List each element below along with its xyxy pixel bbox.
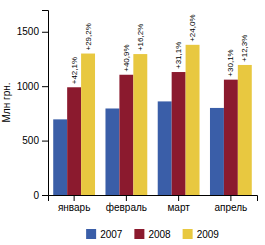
bar xyxy=(210,108,224,195)
y-tick: 500 xyxy=(22,135,48,146)
bar xyxy=(158,101,172,195)
annotations: +42,1% +40,9% +31,1% +30,1% +29,2% +16,2% +24,… xyxy=(70,14,250,84)
bars xyxy=(53,45,252,195)
bar xyxy=(105,108,119,195)
y-tick-mark xyxy=(42,141,48,142)
bar-series xyxy=(81,45,252,195)
legend-label: 2008 xyxy=(148,229,171,240)
bar xyxy=(224,80,238,195)
bar xyxy=(172,72,186,195)
y-tick: 1000 xyxy=(17,81,48,92)
y-axis-title: Млн грн. xyxy=(1,83,12,123)
bar xyxy=(186,45,200,195)
x-tick-label: январь xyxy=(58,202,90,213)
legend-swatch xyxy=(183,229,193,239)
legend-item: 2007 xyxy=(86,229,123,240)
plot-area: 0 500 1000 1500 январь февраль март апрель Млн г… xyxy=(1,11,258,214)
bar xyxy=(133,54,147,195)
legend-label: 2007 xyxy=(100,229,123,240)
y-tick-label: 500 xyxy=(22,135,39,146)
annotation: +30,1% xyxy=(226,49,235,76)
annotation: +42,1% xyxy=(70,57,79,84)
y-tick-label: 1500 xyxy=(17,26,40,37)
x-tick: январь xyxy=(58,195,90,213)
legend-item: 2008 xyxy=(134,229,171,240)
chart: 0 500 1000 1500 январь февраль март апрель Млн г… xyxy=(0,0,265,245)
legend: 2007 2008 2009 xyxy=(86,229,219,240)
annotation: +29,2% xyxy=(84,23,93,50)
y-tick-label: 0 xyxy=(33,190,39,201)
x-axis: январь февраль март апрель xyxy=(49,195,258,213)
y-axis-line xyxy=(42,11,49,196)
x-tick: апрель xyxy=(214,195,247,213)
annotation: +12,3% xyxy=(240,35,249,62)
x-tick-label: март xyxy=(167,202,190,213)
annotation: +40,9% xyxy=(122,44,131,71)
legend-label: 2009 xyxy=(197,229,220,240)
bar xyxy=(119,75,133,195)
annotation: +16,2% xyxy=(136,24,145,51)
bar xyxy=(53,119,67,195)
x-tick-label: февраль xyxy=(106,202,147,213)
legend-item: 2009 xyxy=(183,229,220,240)
bar xyxy=(67,87,81,195)
y-tick: 1500 xyxy=(17,26,48,37)
bar xyxy=(81,54,95,195)
x-tick-mark xyxy=(230,195,231,201)
y-tick-label: 1000 xyxy=(17,81,40,92)
y-tick-mark xyxy=(42,32,48,33)
x-tick: март xyxy=(167,195,190,213)
legend-swatch xyxy=(86,229,96,239)
annotation: +31,1% xyxy=(174,42,183,69)
bar xyxy=(238,65,252,195)
x-tick: февраль xyxy=(106,195,147,213)
y-tick-mark xyxy=(42,86,48,87)
y-axis: 0 500 1000 1500 xyxy=(17,11,49,201)
y-tick-mark xyxy=(42,195,48,196)
x-tick-label: апрель xyxy=(214,202,247,213)
x-axis-line xyxy=(49,196,258,202)
x-tick-mark xyxy=(126,195,127,201)
y-tick: 0 xyxy=(33,190,48,201)
annotation: +24,0% xyxy=(188,14,197,41)
x-tick-mark xyxy=(74,195,75,201)
x-tick-mark xyxy=(178,195,179,201)
legend-swatch xyxy=(134,229,144,239)
